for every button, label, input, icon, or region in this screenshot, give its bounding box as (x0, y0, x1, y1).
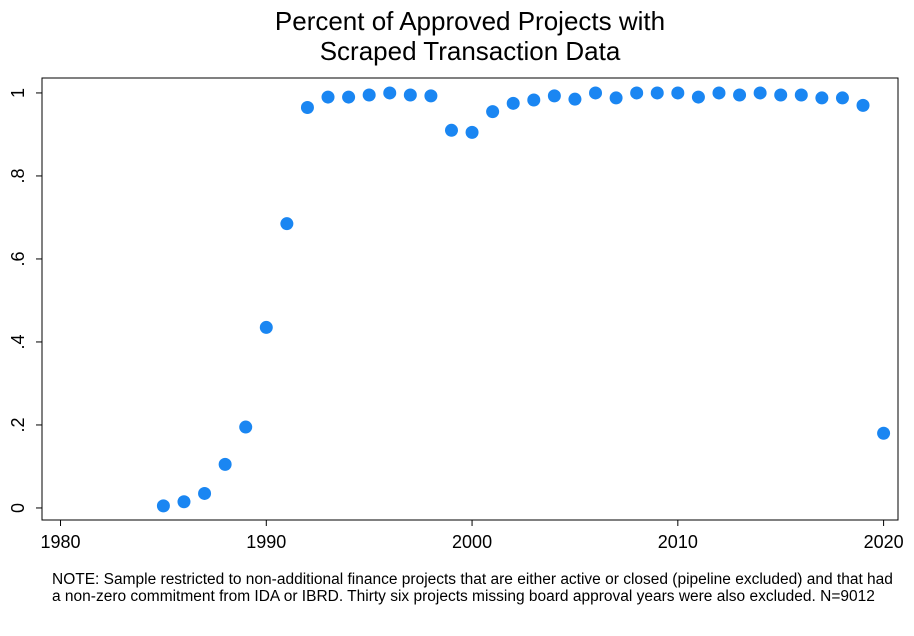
point (630, 86, 644, 100)
point (877, 426, 891, 440)
point (362, 88, 376, 102)
y-tick-label: .8 (8, 168, 28, 183)
note: NOTE: Sample restricted to non-additiona… (52, 571, 893, 605)
y-tick-label: .4 (8, 334, 28, 349)
chart-title: Scraped Transaction Data (320, 36, 621, 66)
plot-frame (41, 77, 899, 521)
x-tick-label: 2010 (658, 532, 698, 552)
point (177, 495, 191, 509)
point (506, 96, 520, 110)
point (650, 86, 664, 100)
point (198, 486, 212, 500)
point (424, 89, 438, 103)
point (527, 93, 541, 107)
point (691, 90, 705, 104)
point (835, 91, 849, 105)
point (589, 86, 603, 100)
x-tick-label: 2020 (864, 532, 904, 552)
point (321, 90, 335, 104)
point (403, 88, 417, 102)
chart: Percent of Approved Projects with Scrape… (8, 6, 904, 552)
point (259, 320, 273, 334)
point (465, 125, 479, 139)
point (712, 86, 726, 100)
point (218, 457, 232, 471)
point (239, 420, 253, 434)
y-tick-label: .6 (8, 251, 28, 266)
point (342, 90, 356, 104)
point (444, 123, 458, 137)
x-tick-label: 1980 (40, 532, 80, 552)
point (300, 100, 314, 114)
point (794, 88, 808, 102)
point (753, 86, 767, 100)
y-tick-label: .2 (8, 417, 28, 432)
y-tick-label: 1 (8, 88, 28, 98)
point (815, 91, 829, 105)
point (383, 86, 397, 100)
point (568, 92, 582, 106)
point (774, 88, 788, 102)
point (547, 89, 561, 103)
point (609, 91, 623, 105)
point (856, 98, 870, 112)
point (671, 86, 685, 100)
point (280, 217, 294, 231)
point (486, 105, 500, 119)
y-tick-label: 0 (8, 503, 28, 513)
x-tick-label: 2000 (452, 532, 492, 552)
chart-title: Percent of Approved Projects with (275, 6, 665, 36)
point (733, 88, 747, 102)
x-tick-label: 1990 (246, 532, 286, 552)
point (156, 499, 170, 513)
